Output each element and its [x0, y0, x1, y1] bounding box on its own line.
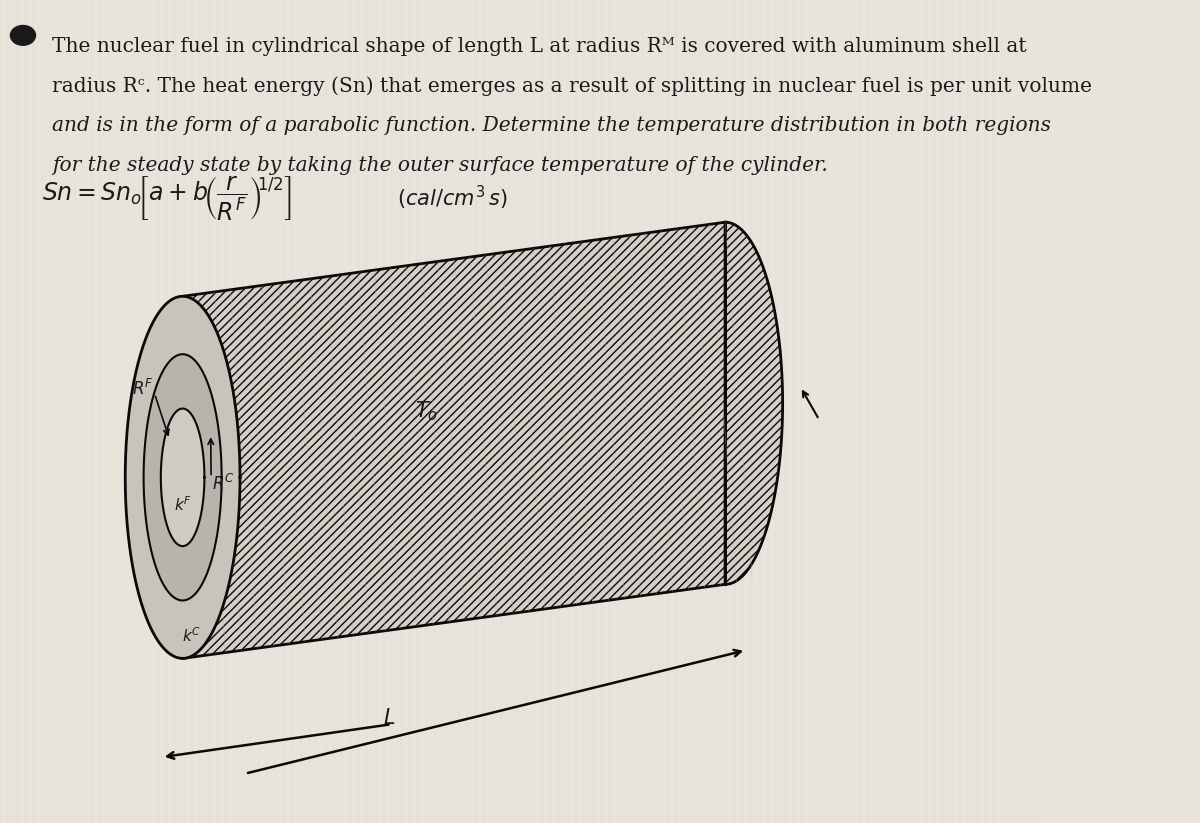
- Text: $T_o$: $T_o$: [415, 399, 438, 423]
- Circle shape: [11, 26, 36, 45]
- Text: for the steady state by taking the outer surface temperature of the cylinder.: for the steady state by taking the outer…: [52, 156, 828, 174]
- Text: $Sn = Sn_o\!\left[a + b\!\left(\dfrac{r}{R^F}\right)^{\!\!1/2}\right]$: $Sn = Sn_o\!\left[a + b\!\left(\dfrac{r}…: [42, 174, 292, 221]
- Text: radius Rᶜ. The heat energy (Sn) that emerges as a result of splitting in nuclear: radius Rᶜ. The heat energy (Sn) that eme…: [52, 77, 1092, 96]
- Polygon shape: [182, 222, 782, 658]
- Polygon shape: [161, 408, 204, 546]
- Text: $k^F$: $k^F$: [174, 495, 192, 514]
- Text: $R^F$: $R^F$: [132, 379, 154, 398]
- Text: and is in the form of a parabolic function. Determine the temperature distributi: and is in the form of a parabolic functi…: [52, 116, 1051, 135]
- Text: $(cal/cm^3\,s)$: $(cal/cm^3\,s)$: [396, 184, 508, 212]
- Text: $k^C$: $k^C$: [181, 625, 200, 644]
- Polygon shape: [144, 354, 222, 601]
- Text: $L$: $L$: [383, 709, 395, 728]
- Polygon shape: [125, 296, 240, 658]
- Text: $R^C$: $R^C$: [212, 473, 235, 494]
- Text: The nuclear fuel in cylindrical shape of length L at radius Rᴹ is covered with a: The nuclear fuel in cylindrical shape of…: [52, 37, 1027, 56]
